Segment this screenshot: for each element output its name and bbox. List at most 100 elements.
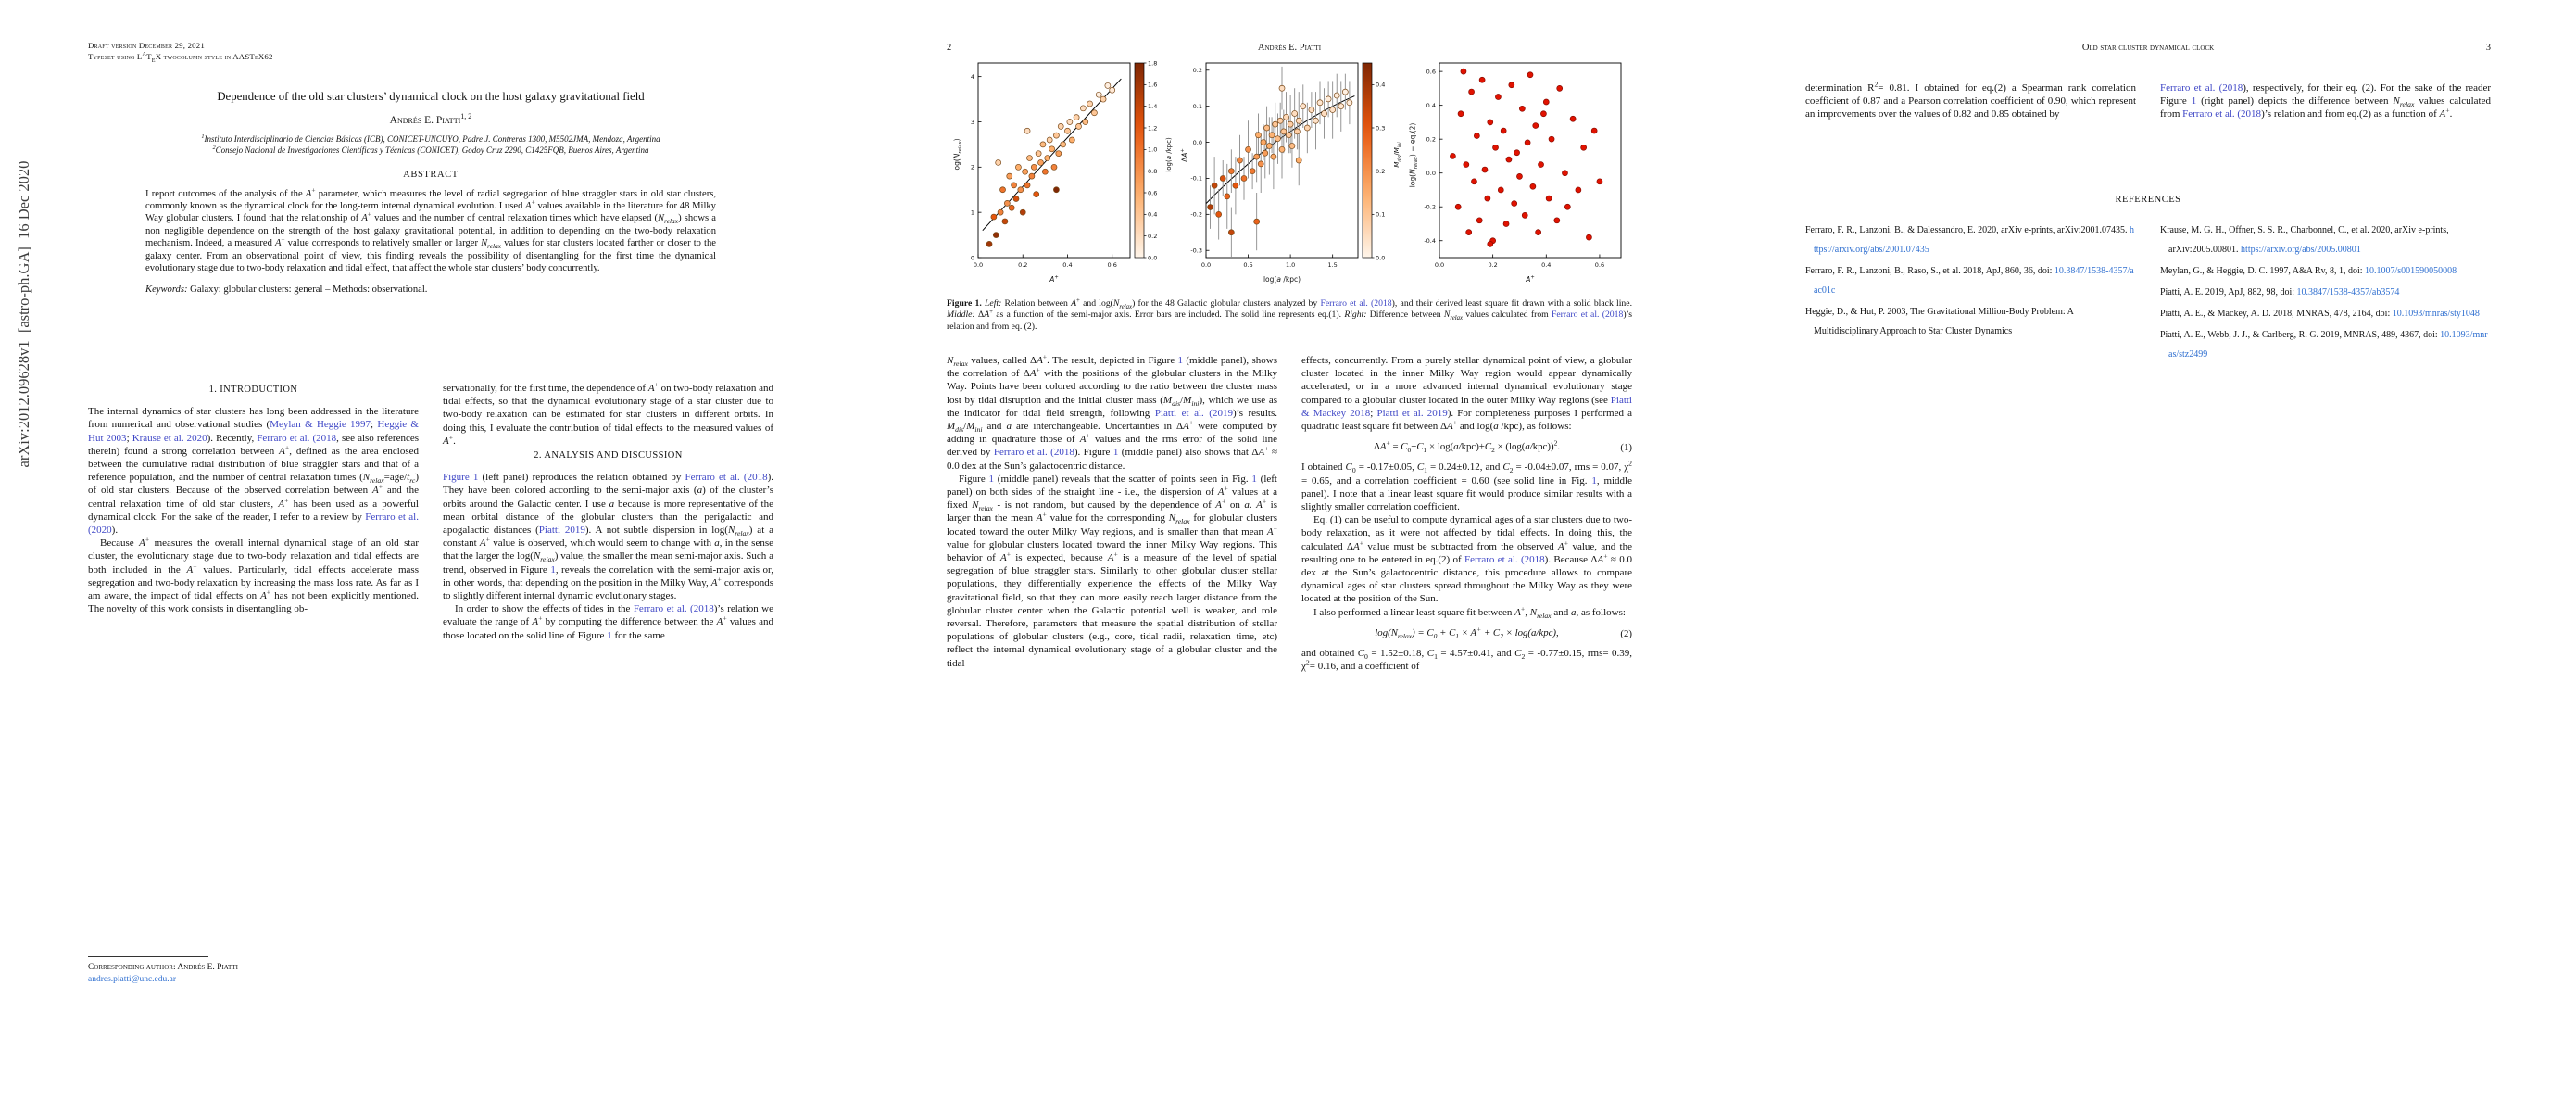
citation-link[interactable]: 1 — [1177, 355, 1184, 366]
citation-link[interactable]: Ferraro et al. (2018 — [1551, 310, 1624, 321]
paragraph: Nrelax values, called ΔA+. The result, d… — [947, 352, 1278, 472]
middle-panel-colorbar-label: Mdis/Mini — [1393, 142, 1403, 168]
svg-text:0.4: 0.4 — [1148, 211, 1157, 219]
svg-text:-0.2: -0.2 — [1424, 204, 1436, 211]
figure1-right-plot: 0.0 0.2 0.4 0.6 -0.4 -0.2 0.0 0.2 0.4 0.6 — [1424, 62, 1622, 269]
citation-link[interactable]: Krause et al. 2020 — [132, 432, 207, 444]
paragraph: and obtained C0 = 1.52±0.18, C1 = 4.57±0… — [1301, 648, 1633, 673]
url-link[interactable]: https://arxiv.org/abs/2005.00801 — [2241, 245, 2361, 255]
svg-text:1.0: 1.0 — [1148, 146, 1157, 154]
page1-column-2: servationally, for the first time, the d… — [443, 380, 774, 642]
svg-text:0.6: 0.6 — [1595, 261, 1604, 269]
citation-link[interactable]: Ferraro et al. (2018 — [1464, 553, 1545, 565]
paragraph: I obtained C0 = -0.17±0.05, C1 = 0.24±0.… — [1301, 459, 1632, 513]
left-panel-ylabel: log(Nrelax) — [952, 138, 964, 172]
equation-1-body: ΔA+ = C0+C1 × log(a/kpc)+C2 × (log(a/kpc… — [1373, 438, 1561, 455]
svg-text:1.0: 1.0 — [1286, 261, 1295, 269]
url-link[interactable]: 10.3847/1538-4357/aac01c — [1814, 266, 2134, 296]
citation-link[interactable]: 1 — [1112, 447, 1119, 459]
references-column-1: Ferraro, F. R., Lanzoni, B., & Dalessand… — [1805, 221, 2136, 343]
figure1: 0.0 0.2 0.4 0.6 0 1 2 3 4 0.0 0.2 0.4 0.6 0.8 1.0 1.2 1.… — [947, 56, 1632, 289]
svg-text:0.0: 0.0 — [974, 261, 983, 269]
citation-link[interactable]: Ferraro et al. (2018 — [993, 447, 1074, 459]
citation-link[interactable]: 1 — [1251, 473, 1257, 485]
citation-link[interactable]: 1 — [550, 563, 556, 575]
url-link[interactable]: 10.1093/mnras/sty1048 — [2392, 309, 2480, 319]
section2-heading: 2. ANALYSIS AND DISCUSSION — [534, 450, 683, 461]
url-link[interactable]: 10.1093/mnras/stz2499 — [2168, 330, 2488, 360]
url-link[interactable]: 10.1007/s001590050008 — [2365, 266, 2457, 276]
citation-link[interactable]: Ferraro et al. (2018 — [1320, 298, 1392, 309]
paragraph: Eq. (1) can be useful to compute dynamic… — [1301, 514, 1632, 605]
author-name: Andrés E. Piatti1, 2 — [389, 112, 472, 126]
svg-text:0: 0 — [971, 254, 974, 261]
citation-link[interactable]: 1 — [2191, 95, 2197, 107]
reference-item: Ferraro, F. R., Lanzoni, B., Raso, S., e… — [1805, 266, 2134, 296]
equation-1-number: (1) — [1620, 442, 1632, 454]
figure1-middle-plot: 0.0 0.5 1.0 1.5 -0.3 -0.2 -0.1 0.0 0.1 0.2 0.0 0.1 0… — [1190, 62, 1385, 269]
citation-link[interactable]: 1 — [988, 473, 995, 485]
svg-text:0.4: 0.4 — [1376, 82, 1385, 89]
citation-link[interactable]: Heggie & Hut 2003 — [88, 419, 419, 444]
svg-text:0.2: 0.2 — [1148, 233, 1157, 240]
paragraph: determination R2= 0.81. I obtained for e… — [1805, 80, 2136, 120]
email-link[interactable]: andres.piatti@unc.edu.ar — [88, 974, 177, 984]
svg-text:0.6: 0.6 — [1426, 68, 1436, 75]
svg-text:0.4: 0.4 — [1426, 102, 1436, 109]
citation-link[interactable]: Ferraro et al. (2018 — [685, 472, 768, 484]
citation-link[interactable]: Ferraro et al. (2018 — [2160, 82, 2243, 94]
svg-text:0.1: 0.1 — [1376, 211, 1385, 219]
middle-panel-ylabel: ΔA+ — [1180, 148, 1189, 162]
draft-header: Draft version December 29, 2021 Typeset … — [88, 41, 273, 63]
figure1-middle-panel: 0.0 0.5 1.0 1.5 -0.3 -0.2 -0.1 0.0 0.1 0.2 0.0 0.1 0… — [1175, 56, 1402, 289]
citation-link[interactable]: Piatti & Mackey 2018 — [1301, 394, 1632, 419]
svg-text:0.8: 0.8 — [1148, 168, 1157, 175]
abstract-text: I report outcomes of the analysis of the… — [145, 185, 716, 274]
reference-item: Meylan, G., & Heggie, D. C. 1997, A&A Rv… — [2160, 266, 2457, 276]
citation-link[interactable]: 1 — [1591, 474, 1597, 486]
figure1-right-panel: 0.0 0.2 0.4 0.6 -0.4 -0.2 0.0 0.2 0.4 0.6 log(Nre… — [1402, 56, 1630, 289]
page3-column-2: Ferraro et al. (2018), respectively, for… — [2160, 82, 2491, 121]
svg-text:0.2: 0.2 — [1376, 168, 1385, 175]
svg-text:0.2: 0.2 — [1193, 67, 1202, 74]
svg-text:0.1: 0.1 — [1193, 103, 1202, 110]
svg-text:0.2: 0.2 — [1488, 261, 1497, 269]
citation-link[interactable]: Ferraro et al. (2020 — [88, 511, 419, 537]
citation-link[interactable]: Piatti 2019 — [538, 524, 585, 537]
paragraph: Figure 1 (left panel) reproduces the rel… — [443, 472, 774, 602]
keywords-line: Keywords: Galaxy: globular clusters: gen… — [145, 284, 428, 296]
running-head: Old star cluster dynamical clock — [2081, 43, 2215, 53]
svg-text:0.6: 0.6 — [1148, 189, 1157, 196]
reference-item: Krause, M. G. H., Offner, S. S. R., Char… — [2160, 225, 2449, 255]
svg-text:0.4: 0.4 — [1062, 261, 1072, 269]
corresponding-author-line: Corresponding author: Andrés E. Piatti — [88, 963, 238, 972]
url-link[interactable]: https://arxiv.org/abs/2001.07435 — [1814, 225, 2134, 255]
svg-text:1.8: 1.8 — [1148, 59, 1157, 67]
page-number: 2 — [947, 43, 952, 53]
citation-link[interactable]: Piatti et al. 2019 — [1376, 407, 1448, 419]
citation-link[interactable]: Ferraro et al. (2018 — [257, 432, 337, 444]
svg-text:0.0: 0.0 — [1201, 261, 1211, 269]
footnote-rule — [88, 956, 208, 957]
citation-link[interactable]: Ferraro et al. (2018 — [2182, 108, 2262, 120]
citation-link[interactable]: 1 — [607, 629, 612, 641]
citation-link[interactable]: Meylan & Heggie 1997 — [270, 419, 371, 431]
page-number: 3 — [2485, 43, 2491, 53]
citation-link[interactable]: Figure 1 — [443, 472, 479, 484]
svg-text:0.5: 0.5 — [1243, 261, 1252, 269]
url-link[interactable]: 10.3847/1538-4357/ab3574 — [2296, 287, 2400, 297]
equation-2: log(Nrelax) = C0 + C1 × A+ + C2 × log(a/… — [1301, 626, 1632, 639]
draft-version-line: Draft version December 29, 2021 — [88, 41, 205, 50]
right-panel-xlabel: A+ — [1526, 274, 1535, 284]
paper-title: Dependence of the old star clusters’ dyn… — [217, 90, 645, 103]
svg-text:0.0: 0.0 — [1435, 261, 1444, 269]
citation-link[interactable]: Ferraro et al. (2018 — [633, 603, 714, 615]
corresponding-author-footnote: Corresponding author: Andrés E. Piatti a… — [88, 956, 419, 985]
equation-2-body: log(Nrelax) = C0 + C1 × A+ + C2 × log(a/… — [1375, 625, 1559, 641]
page1-column-1: 1. INTRODUCTION The internal dynamics of… — [88, 382, 419, 615]
citation-link[interactable]: Piatti et al. (2019 — [1154, 407, 1233, 419]
front-matter: Dependence of the old star clusters’ dyn… — [88, 89, 773, 295]
page-3: Old star cluster dynamical clock 3 deter… — [1717, 0, 2576, 1112]
paragraph: servationally, for the first time, the d… — [443, 380, 773, 447]
svg-text:0.2: 0.2 — [1018, 261, 1027, 269]
